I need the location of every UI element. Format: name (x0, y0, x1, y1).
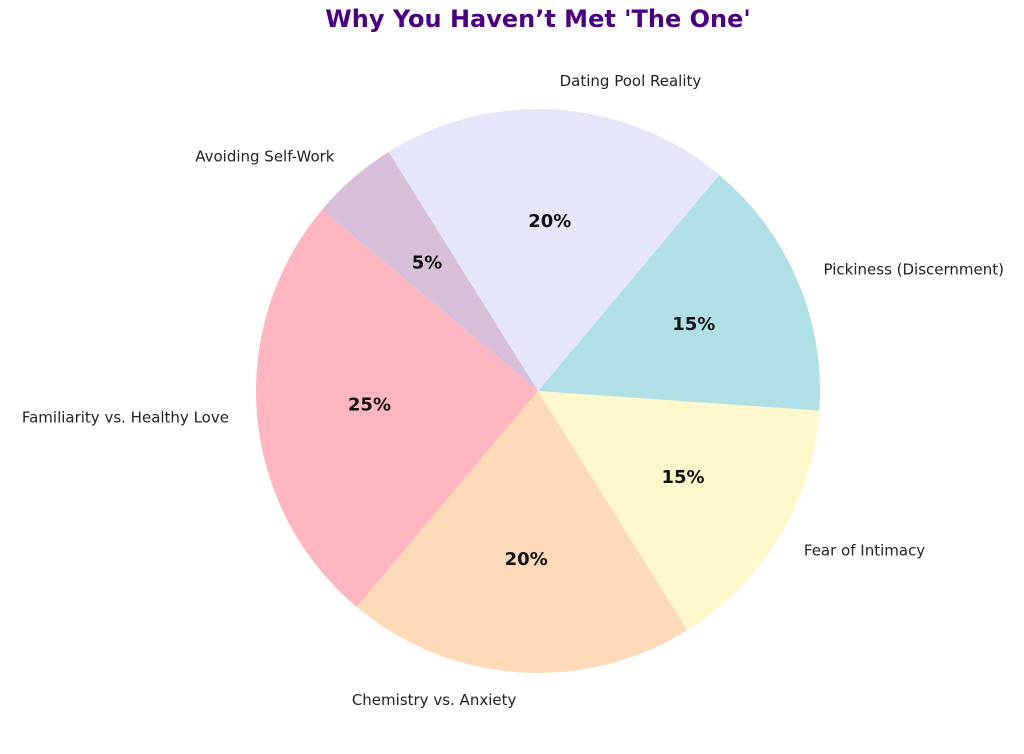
pie-slice (356, 391, 688, 674)
value-label: 5% (412, 252, 443, 273)
slice-label: Avoiding Self-Work (195, 147, 335, 165)
value-label: 15% (672, 314, 715, 335)
slice-label: Dating Pool Reality (560, 72, 702, 90)
pie-slice (388, 108, 720, 392)
value-label: 25% (348, 395, 391, 416)
slice-label: Pickiness (Discernment) (824, 260, 1004, 278)
pie-slice (538, 391, 820, 631)
chart-title: Why You Haven’t Met 'The One' (325, 5, 750, 33)
pie-slice (538, 174, 820, 411)
value-label: 20% (528, 211, 571, 232)
pie-slice (255, 209, 538, 608)
slice-label: Familiarity vs. Healthy Love (22, 409, 229, 427)
pie-slice (321, 151, 538, 391)
value-label: 20% (505, 549, 548, 570)
slice-label: Chemistry vs. Anxiety (352, 691, 517, 709)
slice-label: Fear of Intimacy (804, 541, 925, 559)
value-label: 15% (661, 467, 704, 488)
